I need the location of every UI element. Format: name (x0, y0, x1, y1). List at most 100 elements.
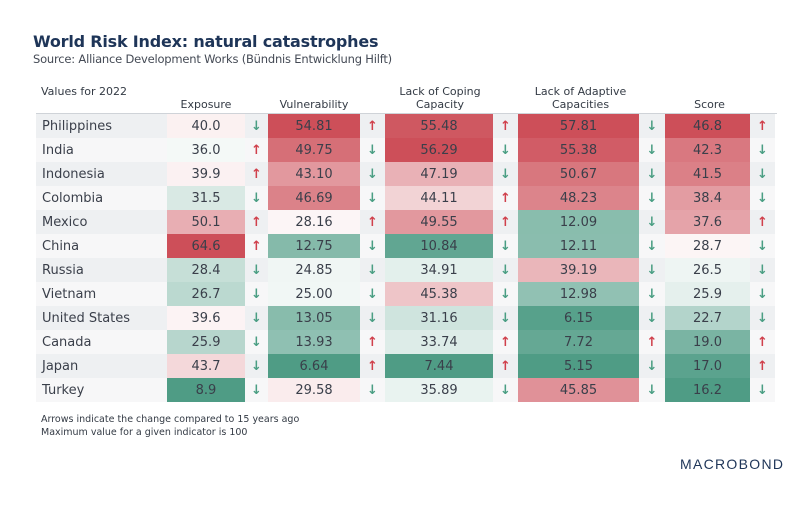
change-arrow-vulnerability: ↑ (360, 354, 385, 378)
value-cell-vulnerability: 24.85 (268, 258, 360, 282)
arrow-down-icon: ↓ (367, 142, 378, 158)
column-header-score: Score (667, 85, 752, 111)
arrow-down-icon: ↓ (251, 382, 262, 398)
arrow-down-icon: ↓ (646, 190, 658, 206)
value-cell-exposure: 25.9 (167, 330, 245, 354)
change-arrow-adaptive: ↓ (639, 210, 665, 234)
table-row: Indonesia 39.9 ↑ 43.10 ↓ 47.19 ↓ 50.67 ↓ 41.5 ↓ (36, 162, 775, 186)
arrow-down-icon: ↓ (367, 310, 378, 326)
value-cell-exposure: 8.9 (167, 378, 245, 402)
arrow-down-icon: ↓ (251, 286, 262, 302)
arrow-down-icon: ↓ (500, 286, 511, 302)
change-arrow-adaptive: ↓ (639, 186, 665, 210)
value-cell-adaptive: 5.15 (518, 354, 639, 378)
table-row: China 64.6 ↑ 12.75 ↓ 10.84 ↓ 12.11 ↓ 28.7 ↓ (36, 234, 775, 258)
value-cell-exposure: 40.0 (167, 114, 245, 138)
value-cell-coping: 7.44 (385, 354, 493, 378)
value-cell-adaptive: 12.98 (518, 282, 639, 306)
value-cell-score: 22.7 (665, 306, 750, 330)
header-line2: Score (694, 98, 725, 111)
macrobond-logo: MACROBOND (680, 456, 785, 472)
arrow-down-icon: ↓ (757, 262, 768, 278)
footnotes: Arrows indicate the change compared to 1… (41, 413, 299, 439)
arrow-down-icon: ↓ (757, 286, 768, 302)
arrow-up-icon: ↑ (367, 118, 378, 134)
table-row: Russia 28.4 ↓ 24.85 ↓ 34.91 ↓ 39.19 ↓ 26.5 ↓ (36, 258, 775, 282)
country-name: Colombia (36, 186, 167, 210)
value-cell-adaptive: 55.38 (518, 138, 639, 162)
table-row: Mexico 50.1 ↑ 28.16 ↑ 49.55 ↑ 12.09 ↓ 37.6 ↑ (36, 210, 775, 234)
arrow-up-icon: ↑ (757, 118, 768, 134)
value-cell-vulnerability: 43.10 (268, 162, 360, 186)
change-arrow-adaptive: ↓ (639, 234, 665, 258)
country-name: Canada (36, 330, 167, 354)
change-arrow-adaptive: ↑ (639, 330, 665, 354)
arrow-down-icon: ↓ (251, 310, 262, 326)
change-arrow-vulnerability: ↓ (360, 282, 385, 306)
arrow-down-icon: ↓ (646, 238, 658, 254)
change-arrow-adaptive: ↓ (639, 258, 665, 282)
value-cell-score: 25.9 (665, 282, 750, 306)
change-arrow-adaptive: ↓ (639, 306, 665, 330)
value-cell-adaptive: 50.67 (518, 162, 639, 186)
change-arrow-coping: ↓ (493, 282, 518, 306)
change-arrow-exposure: ↓ (245, 282, 268, 306)
header-line2: Capacity (415, 98, 465, 111)
arrow-down-icon: ↓ (367, 262, 378, 278)
value-cell-score: 38.4 (665, 186, 750, 210)
table-row: Japan 43.7 ↓ 6.64 ↑ 7.44 ↑ 5.15 ↓ 17.0 ↑ (36, 354, 775, 378)
value-cell-exposure: 43.7 (167, 354, 245, 378)
column-header-vulnerability: Vulnerability (268, 85, 360, 111)
arrow-down-icon: ↓ (757, 310, 768, 326)
value-cell-coping: 49.55 (385, 210, 493, 234)
change-arrow-exposure: ↑ (245, 138, 268, 162)
change-arrow-coping: ↓ (493, 378, 518, 402)
arrow-down-icon: ↓ (251, 358, 262, 374)
country-name: Philippines (36, 114, 167, 138)
arrow-down-icon: ↓ (646, 118, 658, 134)
country-name: India (36, 138, 167, 162)
arrow-down-icon: ↓ (646, 142, 658, 158)
value-cell-exposure: 36.0 (167, 138, 245, 162)
value-cell-adaptive: 39.19 (518, 258, 639, 282)
arrow-down-icon: ↓ (646, 286, 658, 302)
value-cell-coping: 31.16 (385, 306, 493, 330)
country-name: Turkey (36, 378, 167, 402)
value-cell-coping: 47.19 (385, 162, 493, 186)
value-cell-vulnerability: 28.16 (268, 210, 360, 234)
value-cell-coping: 33.74 (385, 330, 493, 354)
change-arrow-adaptive: ↓ (639, 138, 665, 162)
value-cell-adaptive: 12.11 (518, 234, 639, 258)
arrow-up-icon: ↑ (500, 190, 511, 206)
change-arrow-coping: ↓ (493, 234, 518, 258)
change-arrow-coping: ↓ (493, 306, 518, 330)
value-cell-score: 46.8 (665, 114, 750, 138)
country-name: Indonesia (36, 162, 167, 186)
change-arrow-vulnerability: ↑ (360, 114, 385, 138)
value-cell-score: 42.3 (665, 138, 750, 162)
country-name: Vietnam (36, 282, 167, 306)
arrow-up-icon: ↑ (500, 214, 511, 230)
value-cell-vulnerability: 49.75 (268, 138, 360, 162)
change-arrow-score: ↓ (750, 282, 775, 306)
column-header-coping: Lack of Coping Capacity (380, 85, 500, 111)
value-cell-adaptive: 12.09 (518, 210, 639, 234)
column-header-exposure: Exposure (167, 85, 245, 111)
arrow-down-icon: ↓ (646, 262, 658, 278)
arrow-up-icon: ↑ (500, 358, 511, 374)
chart-title: World Risk Index: natural catastrophes (33, 32, 379, 51)
table-row: Colombia 31.5 ↓ 46.69 ↓ 44.11 ↑ 48.23 ↓ 38.4 ↓ (36, 186, 775, 210)
change-arrow-coping: ↑ (493, 210, 518, 234)
arrow-down-icon: ↓ (251, 334, 262, 350)
arrow-up-icon: ↑ (251, 166, 262, 182)
change-arrow-adaptive: ↓ (639, 378, 665, 402)
arrow-up-icon: ↑ (251, 142, 262, 158)
arrow-down-icon: ↓ (757, 190, 768, 206)
arrow-down-icon: ↓ (646, 166, 658, 182)
value-cell-vulnerability: 25.00 (268, 282, 360, 306)
change-arrow-score: ↓ (750, 138, 775, 162)
change-arrow-coping: ↑ (493, 186, 518, 210)
country-name: Russia (36, 258, 167, 282)
arrow-up-icon: ↑ (757, 214, 768, 230)
value-cell-vulnerability: 13.93 (268, 330, 360, 354)
